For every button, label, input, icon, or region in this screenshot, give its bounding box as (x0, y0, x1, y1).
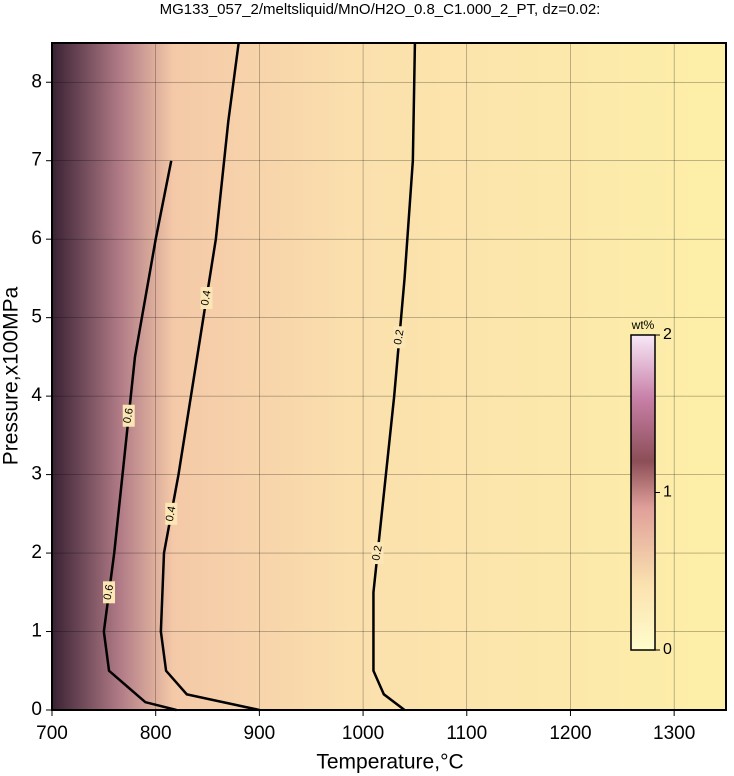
x-tick-label: 800 (140, 723, 172, 744)
y-tick-label: 2 (31, 542, 42, 563)
colorbar (630, 334, 656, 651)
y-tick-label: 5 (31, 307, 42, 328)
y-tick-label: 7 (31, 150, 42, 171)
y-tick-label: 0 (31, 699, 42, 720)
colorbar-label: wt% (631, 318, 655, 332)
colorbar-tick-label: 0 (663, 641, 672, 658)
contour-label: 0.4 (199, 289, 213, 306)
x-tick-label: 1200 (549, 723, 591, 744)
y-axis-label: Pressure,x100MPa (0, 286, 23, 465)
plot-background (52, 43, 726, 710)
contour-line (102, 160, 177, 712)
chart-title: MG133_057_2/meltsliquid/MnO/H2O_0.8_C1.0… (160, 1, 601, 18)
x-tick-label: 700 (36, 723, 68, 744)
contour-label-bg (200, 287, 213, 310)
contour-label: 0.4 (164, 505, 178, 522)
y-tick-label: 3 (31, 464, 42, 485)
colorbar-tick-label: 2 (663, 326, 672, 343)
contour-label-bg (122, 404, 135, 427)
contour-label-bg (165, 502, 178, 525)
x-tick-label: 1300 (653, 723, 695, 744)
contour-label-bg (393, 326, 406, 349)
contour-label: 0.2 (370, 544, 384, 561)
y-tick-label: 1 (31, 621, 42, 642)
x-tick-label: 900 (244, 723, 276, 744)
x-tick-label: 1000 (342, 723, 384, 744)
contour-label: 0.2 (392, 329, 406, 346)
contour-label-bg (371, 542, 384, 565)
x-tick-label: 1100 (446, 723, 487, 744)
y-tick-label: 4 (31, 385, 42, 406)
contour-line (372, 42, 417, 711)
contour-label-bg (103, 581, 116, 604)
y-tick-label: 6 (31, 228, 42, 249)
x-axis-label: Temperature,°C (316, 751, 463, 774)
contour-label: 0.6 (121, 407, 135, 424)
y-tick-label: 8 (31, 71, 42, 92)
contour-label: 0.6 (102, 584, 116, 601)
plot-frame (51, 42, 727, 711)
colorbar-tick-label: 1 (663, 484, 672, 501)
